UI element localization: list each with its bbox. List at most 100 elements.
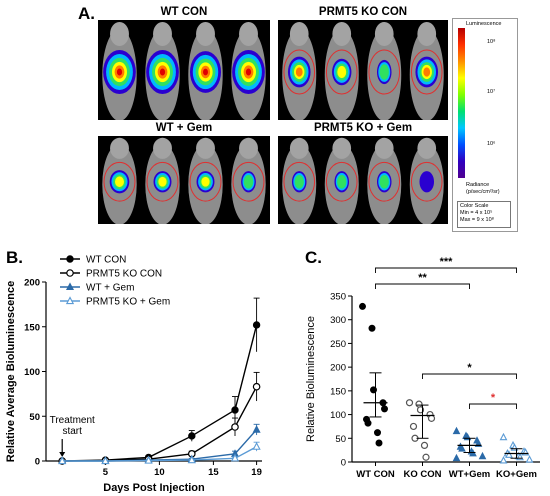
data-point	[144, 455, 153, 464]
wtgem-roi-4	[232, 161, 265, 202]
annotation-line-2: start	[62, 426, 82, 437]
data-point	[375, 439, 383, 447]
x-tick-label: 5	[103, 467, 109, 478]
legend-marker	[65, 296, 75, 305]
colorbar-tick-7: 10⁷	[487, 89, 496, 95]
kogem-roi-4	[410, 161, 443, 202]
significance-bracket	[375, 283, 470, 289]
group-2	[405, 399, 436, 461]
kocon-roi-2	[325, 49, 358, 95]
annotation-line-1: Treatment	[50, 415, 95, 426]
y-tick-label: 100	[24, 367, 40, 378]
kogem-signal-4-0	[419, 171, 435, 193]
color-scale-title: Color Scale	[460, 203, 489, 209]
data-point	[505, 450, 513, 458]
data-point	[230, 453, 240, 462]
kocon-signal-1-4	[295, 67, 303, 77]
data-point	[368, 324, 376, 332]
wtgem-mouse-head-1	[110, 137, 129, 159]
mice-wt-con	[102, 22, 266, 120]
y-axis-label: Relative Bioluminescence	[305, 316, 317, 442]
y-tick-label: 300	[330, 315, 346, 326]
data-point	[452, 426, 461, 435]
kogem-signal-3-2	[379, 174, 389, 189]
data-point	[252, 321, 261, 329]
data-point	[409, 422, 418, 431]
wtcon-signal-2-5	[159, 68, 166, 76]
panel-a-letter: A.	[78, 4, 95, 23]
data-point	[101, 456, 110, 465]
data-point	[231, 423, 239, 431]
legend-label: PRMT5 KO + Gem	[86, 297, 170, 308]
significance-label: **	[418, 272, 427, 284]
mice-ko-con	[282, 22, 444, 120]
panel-b-letter: B.	[6, 248, 23, 267]
image-ko-con	[278, 20, 448, 120]
y-tick-label: 350	[330, 292, 346, 303]
wtcon-mouse-head-1	[110, 22, 129, 46]
kocon-mouse-head-1	[289, 22, 309, 46]
significance-label: *	[491, 392, 496, 404]
legend-marker	[65, 282, 75, 291]
data-point	[422, 453, 430, 461]
kocon-mouse-head-4	[417, 22, 437, 46]
panel-c-letter: C.	[305, 248, 322, 267]
legend-marker	[66, 255, 74, 263]
y-tick-label: 50	[335, 434, 346, 445]
kogem-signal-2-2	[337, 174, 347, 189]
wtgem-signal-4-2	[243, 174, 254, 189]
data-point	[525, 455, 534, 463]
data-point	[252, 382, 261, 391]
legend-label: WT CON	[86, 255, 126, 266]
colorbar-gradient	[458, 28, 465, 178]
kogem-mouse-head-1	[289, 137, 309, 159]
kocon-roi-4	[410, 49, 443, 95]
legend-marker	[66, 269, 74, 277]
y-tick-label: 150	[24, 322, 40, 333]
data-point	[188, 432, 196, 440]
data-point	[415, 400, 423, 408]
kocon-roi-3	[368, 49, 401, 95]
wtgem-signal-1-3	[114, 176, 125, 188]
series-line	[62, 429, 258, 462]
kocon-mouse-head-3	[374, 22, 394, 46]
kocon-roi-1	[283, 49, 316, 95]
wtcon-mouse-head-3	[196, 22, 215, 46]
data-point	[452, 453, 461, 462]
x-tick-label: 15	[208, 467, 219, 478]
y-tick-label: 100	[330, 410, 346, 421]
x-tick-label: KO+Gem	[496, 469, 537, 480]
group-3	[452, 426, 487, 462]
data-point	[427, 414, 436, 422]
y-axis-label: Relative Average Bioluminescence	[5, 281, 17, 462]
wtcon-mouse-head-2	[153, 22, 172, 46]
x-tick-label: 10	[154, 467, 165, 478]
x-tick-label: KO CON	[404, 469, 442, 480]
kogem-mouse-head-4	[417, 137, 437, 159]
data-point	[374, 429, 381, 437]
title-ko-con: PRMT5 KO CON	[318, 6, 408, 18]
wtcon-signal-4-5	[245, 68, 252, 76]
group-1	[359, 302, 388, 447]
significance-bracket	[469, 403, 517, 409]
series-1	[58, 297, 261, 465]
data-point	[252, 441, 261, 450]
significance-label: *	[467, 362, 472, 374]
data-point	[231, 406, 239, 414]
data-point	[458, 444, 466, 452]
data-point	[381, 405, 388, 413]
colorbar-tick-8: 10⁸	[487, 39, 496, 45]
wtcon-signal-1-5	[116, 68, 123, 76]
kocon-signal-2-3	[337, 65, 347, 79]
series-4	[58, 441, 261, 465]
image-wt-con	[98, 20, 270, 120]
data-point	[405, 399, 414, 407]
wtgem-mouse-head-3	[196, 137, 215, 159]
data-point	[359, 302, 366, 310]
legend-label: WT + Gem	[86, 283, 134, 294]
kocon-signal-3-2	[379, 64, 389, 80]
x-axis-label: Days Post Injection	[103, 482, 205, 493]
series-line	[62, 324, 258, 462]
y-tick-label: 0	[341, 458, 346, 469]
wtcon-mouse-head-4	[239, 22, 258, 46]
